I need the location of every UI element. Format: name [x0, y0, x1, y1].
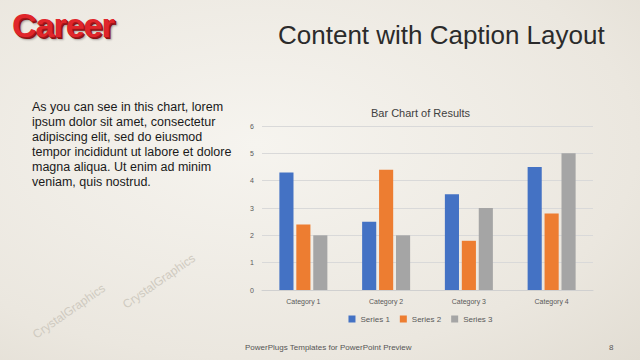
svg-text:3: 3 [250, 205, 254, 212]
svg-text:Category 4: Category 4 [535, 298, 569, 306]
svg-text:1: 1 [250, 259, 254, 266]
svg-text:6: 6 [250, 123, 254, 130]
svg-text:Category 3: Category 3 [452, 298, 486, 306]
html-text:PowerPlugs Templates for Power: PowerPlugs Templates for PowerPoint Prev… [245, 343, 412, 352]
svg-text:Bar Chart of Results: Bar Chart of Results [371, 107, 471, 119]
html-text:CrystalGraphics: CrystalGraphics [30, 281, 108, 342]
svg-text:2: 2 [250, 232, 254, 239]
svg-text:Series 1: Series 1 [360, 315, 390, 324]
svg-text:Category 2: Category 2 [369, 298, 403, 306]
svg-text:Series 2: Series 2 [412, 315, 442, 324]
html-text:As you can see in this chart,: As you can see in this chart, lorem ipsu… [32, 100, 232, 189]
html-text:Career: Career [12, 6, 114, 44]
svg-text:Series 3: Series 3 [463, 315, 493, 324]
html-text:CrystalGraphics: CrystalGraphics [120, 251, 198, 312]
svg-text:0: 0 [250, 287, 254, 294]
svg-text:5: 5 [250, 150, 254, 157]
svg-text:Category 1: Category 1 [286, 298, 320, 306]
html-text:8: 8 [609, 343, 614, 352]
svg-text:4: 4 [250, 177, 254, 184]
html-text:Content with Caption Layout: Content with Caption Layout [278, 20, 605, 50]
